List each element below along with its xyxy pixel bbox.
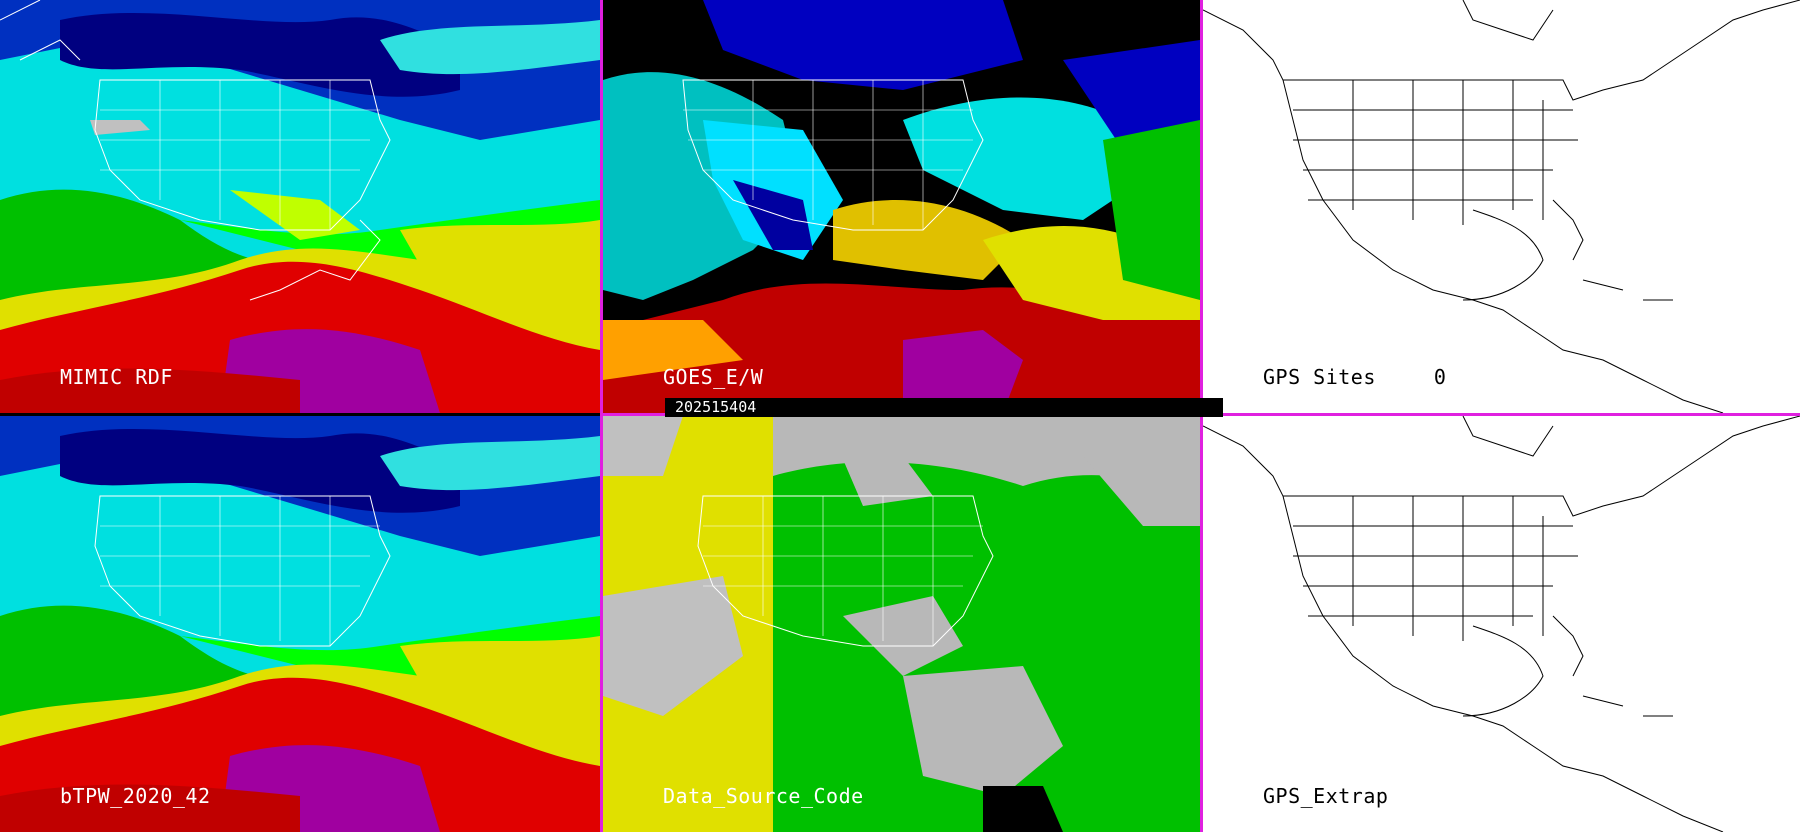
gps-sites-label: GPS Sites bbox=[1263, 365, 1376, 389]
goes-tpw-map bbox=[603, 0, 1200, 413]
goes-ew-panel: GOES_E/W bbox=[603, 0, 1200, 413]
mimic-rdf-panel: MIMIC RDF bbox=[0, 0, 600, 413]
data-source-map bbox=[603, 416, 1200, 832]
gps-sites-panel: GPS Sites 0 bbox=[1203, 0, 1800, 413]
panel-label: GOES_E/W bbox=[663, 365, 764, 389]
panel-label: bTPW_2020_42 bbox=[60, 784, 211, 808]
panel-label: GPS_Extrap bbox=[1263, 784, 1389, 808]
timestamp-bar: 202515404 bbox=[665, 398, 1223, 417]
mimic-tpw-map bbox=[0, 0, 600, 413]
gps-sites-map bbox=[1203, 0, 1800, 413]
panel-label: Data_Source_Code bbox=[663, 784, 864, 808]
btpw-map bbox=[0, 416, 600, 832]
left-vertical-divider bbox=[600, 0, 603, 832]
data-source-code-panel: Data_Source_Code bbox=[603, 416, 1200, 832]
panel-label: GPS Sites 0 bbox=[1263, 365, 1446, 389]
gps-extrap-map bbox=[1203, 416, 1800, 832]
gps-extrap-panel: GPS_Extrap bbox=[1203, 416, 1800, 832]
gps-sites-count: 0 bbox=[1433, 365, 1447, 389]
panel-label: MIMIC RDF bbox=[60, 365, 173, 389]
btpw-panel: bTPW_2020_42 bbox=[0, 416, 600, 832]
